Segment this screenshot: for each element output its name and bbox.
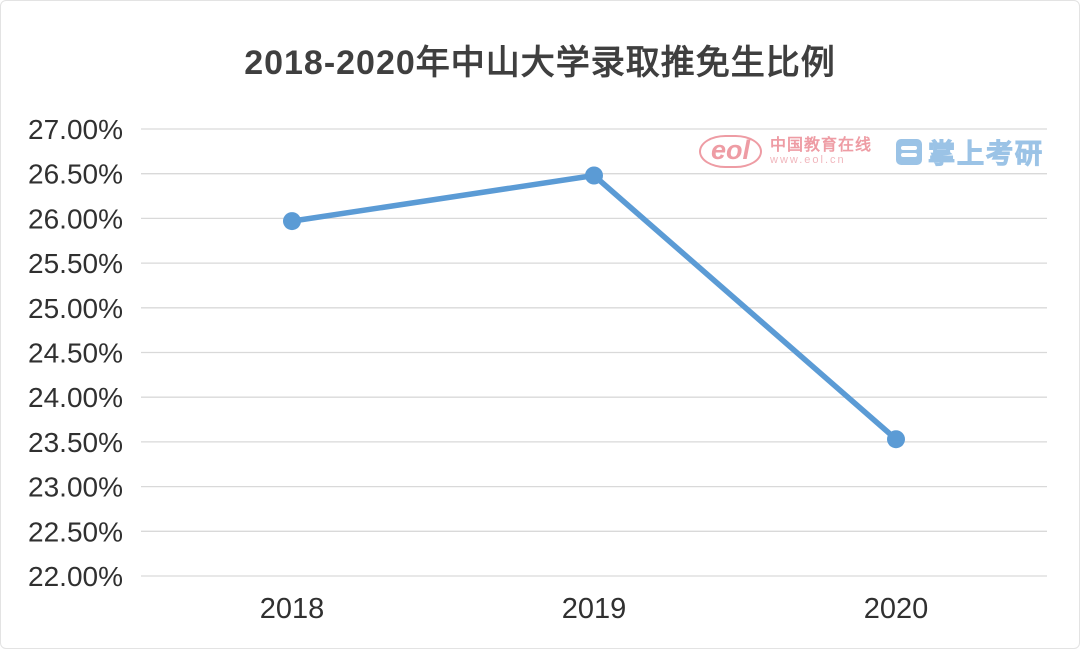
y-axis-tick-label: 26.50% xyxy=(28,159,123,190)
x-axis-tick-label: 2020 xyxy=(864,593,929,625)
y-axis-tick-label: 26.00% xyxy=(28,203,123,234)
data-point xyxy=(887,430,905,449)
y-axis-tick-label: 22.00% xyxy=(28,561,123,592)
data-point xyxy=(283,212,301,231)
y-axis-tick-label: 25.50% xyxy=(28,248,123,279)
y-axis-tick-label: 22.50% xyxy=(28,516,123,547)
chart-title: 2018-2020年中山大学录取推免生比例 xyxy=(244,44,836,82)
data-point xyxy=(585,166,603,185)
y-axis-tick-label: 24.50% xyxy=(28,338,123,369)
y-axis-tick-label: 27.00% xyxy=(28,114,123,145)
y-axis-tick-label: 25.00% xyxy=(28,293,123,324)
x-axis-tick-label: 2019 xyxy=(562,593,627,625)
x-axis-tick-label: 2018 xyxy=(260,593,325,625)
y-axis-tick-label: 23.50% xyxy=(28,427,123,458)
y-axis-tick-label: 23.00% xyxy=(28,472,123,503)
y-axis-tick-label: 24.00% xyxy=(28,382,123,413)
